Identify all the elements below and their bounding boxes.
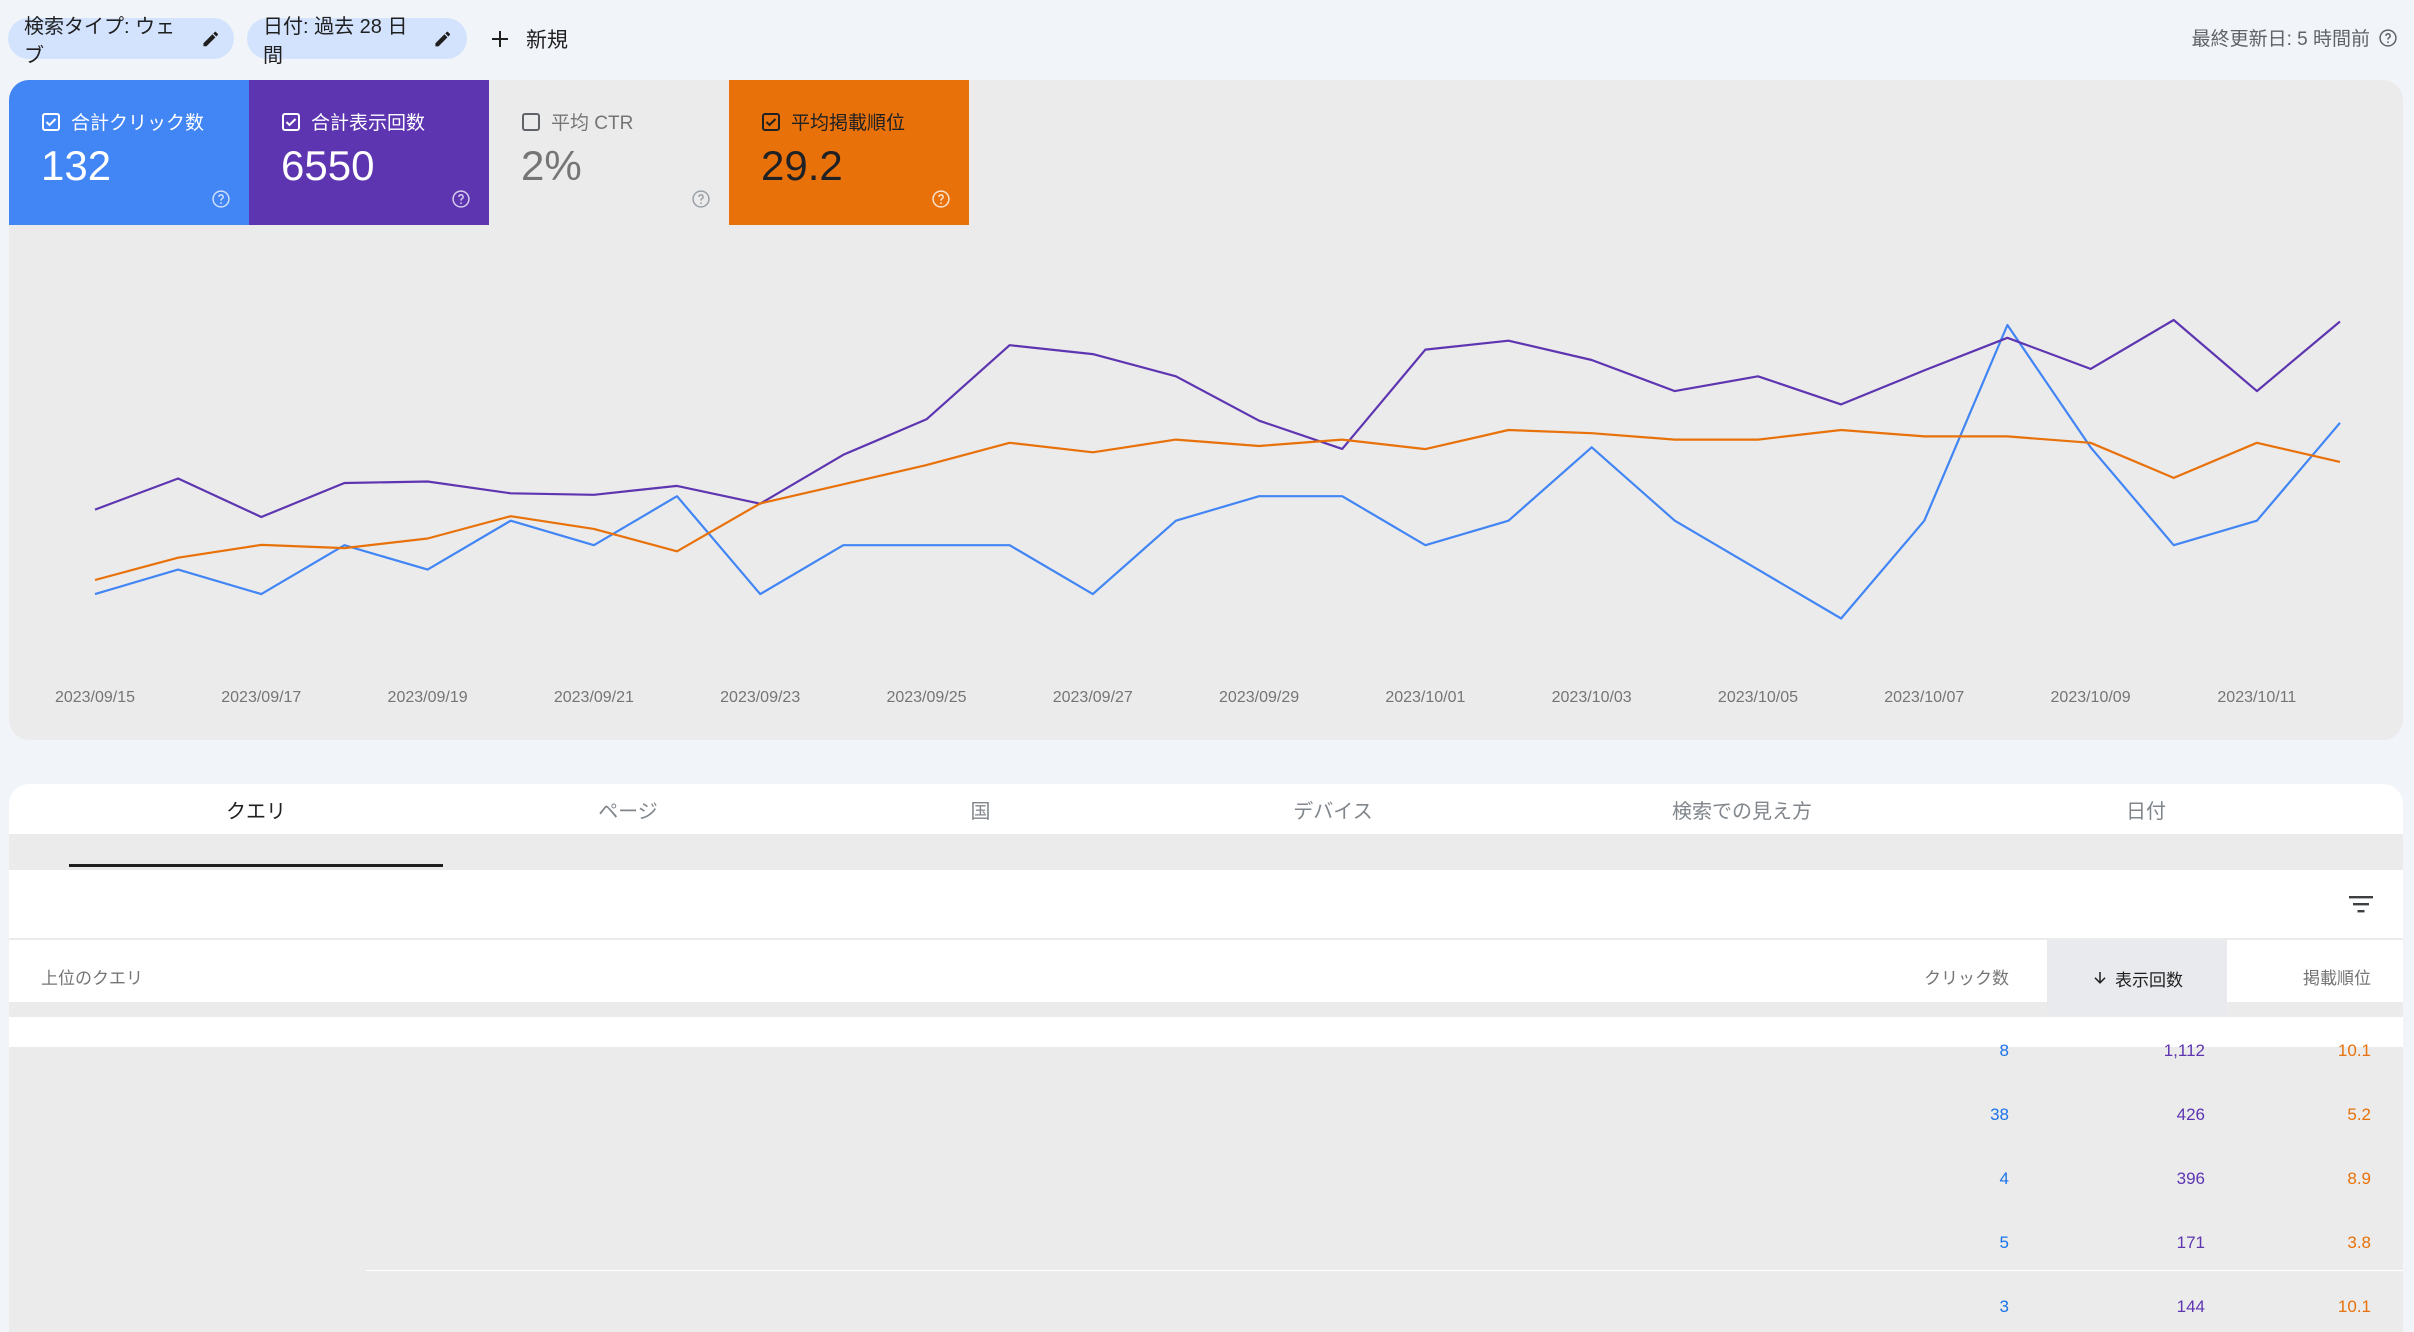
metric-tile-clicks[interactable]: 合計クリック数 132 <box>9 80 249 225</box>
metric-label: 平均掲載順位 <box>791 113 906 134</box>
column-header-position[interactable]: 掲載順位 <box>2303 969 2371 988</box>
help-icon[interactable] <box>451 189 471 209</box>
x-tick-label: 2023/09/29 <box>1219 689 1299 706</box>
tab-search-appearance[interactable]: 検索での見え方 <box>1672 800 1812 823</box>
checkbox-checked-icon[interactable] <box>761 112 781 132</box>
tab-devices[interactable]: デバイス <box>1293 800 1373 823</box>
help-icon[interactable] <box>2378 28 2398 48</box>
metric-value: 2% <box>521 142 582 189</box>
cell-position: 5.2 <box>2347 1105 2371 1124</box>
plus-icon <box>492 30 508 47</box>
metric-label: 合計クリック数 <box>71 113 205 134</box>
last-updated-text: 最終更新日: 5 時間前 <box>2191 29 2370 50</box>
dimension-tabs: クエリ ページ 国 デバイス 検索での見え方 日付 <box>9 784 2403 834</box>
metric-tile-clicks-header: 合計クリック数 <box>41 108 204 135</box>
table-row[interactable]: 5 171 3.8 <box>9 1209 2403 1273</box>
cell-position: 10.1 <box>2337 1297 2371 1316</box>
column-header-query[interactable]: 上位のクエリ <box>41 969 143 988</box>
filter-icon[interactable] <box>2347 892 2375 916</box>
edit-pencil-icon <box>202 31 218 46</box>
metric-value: 29.2 <box>761 142 843 189</box>
x-tick-label: 2023/10/01 <box>1385 689 1465 706</box>
x-tick-label: 2023/10/09 <box>2051 689 2131 706</box>
date-range-chip[interactable]: 日付: 過去 28 日間 <box>247 16 467 67</box>
last-updated: 最終更新日: 5 時間前 <box>2192 24 2398 51</box>
edit-pencil-icon <box>435 31 451 46</box>
add-filter-label: 新規 <box>526 28 568 52</box>
tab-pages[interactable]: ページ <box>598 800 658 823</box>
series-line-clicks <box>94 323 2341 620</box>
cell-impressions: 171 <box>2176 1233 2205 1252</box>
metric-tile-impressions-header: 合計表示回数 <box>281 108 425 135</box>
table-toolbar <box>9 870 2403 938</box>
checkbox-checked-icon[interactable] <box>281 112 301 132</box>
x-tick-label: 2023/09/17 <box>221 689 301 706</box>
table-row[interactable]: 8 1,112 10.1 <box>9 1017 2403 1081</box>
search-type-chip-label: 検索タイプ: ウェブ <box>24 15 176 67</box>
cell-impressions: 426 <box>2176 1105 2205 1124</box>
cell-clicks: 5 <box>1999 1233 2009 1252</box>
search-type-chip[interactable]: 検索タイプ: ウェブ <box>8 16 234 67</box>
metric-label: 平均 CTR <box>551 113 634 134</box>
help-icon[interactable] <box>691 189 711 209</box>
table-spacer <box>9 1017 2403 1047</box>
cell-clicks: 38 <box>1990 1105 2009 1124</box>
metric-tile-ctr[interactable]: 平均 CTR 2% <box>489 80 729 225</box>
x-tick-label: 2023/09/15 <box>55 689 135 706</box>
x-tick-label: 2023/10/03 <box>1552 689 1632 706</box>
metric-value: 6550 <box>281 142 375 189</box>
metric-value: 132 <box>41 142 112 189</box>
column-header-impressions-label: 表示回数 <box>2115 970 2183 990</box>
table-row[interactable]: 38 426 5.2 <box>9 1081 2403 1145</box>
series-line-position <box>94 428 2341 582</box>
row-divider <box>366 1270 2403 1271</box>
date-range-chip-label: 日付: 過去 28 日間 <box>263 15 408 67</box>
x-tick-label: 2023/09/23 <box>720 689 800 706</box>
cell-clicks: 8 <box>1999 1041 2009 1060</box>
cell-position: 10.1 <box>2337 1041 2371 1060</box>
cell-impressions: 1,112 <box>2163 1041 2205 1060</box>
column-header-impressions[interactable]: 表示回数 <box>2047 940 2227 1016</box>
tab-dates[interactable]: 日付 <box>2126 800 2166 823</box>
metric-tile-impressions[interactable]: 合計表示回数 6550 <box>249 80 489 225</box>
cell-clicks: 4 <box>1999 1169 2009 1188</box>
table-row[interactable]: 3 144 10.1 <box>9 1273 2403 1332</box>
add-filter-button[interactable]: 新規 <box>488 18 568 59</box>
cell-position: 3.8 <box>2347 1233 2371 1252</box>
cell-position: 8.9 <box>2347 1169 2371 1188</box>
performance-chart: 2023/09/15 2023/09/17 2023/09/19 2023/09/21… <box>55 318 2341 706</box>
x-tick-label: 2023/09/21 <box>554 689 634 706</box>
tab-countries[interactable]: 国 <box>970 800 991 823</box>
dimension-table-card: クエリ ページ 国 デバイス 検索での見え方 日付 上位のクエリ クリック数 表… <box>9 784 2403 1332</box>
x-tick-label: 2023/09/25 <box>886 689 966 706</box>
checkbox-checked-icon[interactable] <box>41 112 61 132</box>
filter-bar: 検索タイプ: ウェブ 日付: 過去 28 日間 新規 最終更新日: 5 時間前 <box>0 0 2414 74</box>
column-header-clicks[interactable]: クリック数 <box>1924 969 2009 988</box>
help-icon[interactable] <box>931 189 951 209</box>
tab-queries[interactable]: クエリ <box>226 800 286 823</box>
performance-chart-card: 2023/09/15 2023/09/17 2023/09/19 2023/09/21… <box>9 80 2403 740</box>
metric-label: 合計表示回数 <box>311 113 426 134</box>
table-header: 上位のクエリ クリック数 表示回数 掲載順位 <box>9 940 2403 1016</box>
series-line-impressions <box>94 318 2341 519</box>
metric-tile-position[interactable]: 平均掲載順位 29.2 <box>729 80 969 225</box>
checkbox-unchecked-icon[interactable] <box>521 112 541 132</box>
x-tick-label: 2023/09/27 <box>1053 689 1133 706</box>
cell-clicks: 3 <box>1999 1297 2009 1316</box>
arrow-down-icon <box>2094 972 2106 984</box>
table-row[interactable]: 4 396 8.9 <box>9 1145 2403 1209</box>
x-tick-label: 2023/10/05 <box>1718 689 1798 706</box>
cell-impressions: 144 <box>2176 1297 2205 1316</box>
help-icon[interactable] <box>211 189 231 209</box>
metric-tiles: 合計クリック数 132 合計表示回数 6550 平均 CTR 2% 平均掲載 <box>9 80 969 225</box>
cell-impressions: 396 <box>2176 1169 2205 1188</box>
x-tick-label: 2023/09/19 <box>388 689 468 706</box>
active-tab-indicator <box>69 864 443 867</box>
metric-tile-position-header: 平均掲載順位 <box>761 108 905 135</box>
x-tick-label: 2023/10/07 <box>1884 689 1964 706</box>
metric-tile-ctr-header: 平均 CTR <box>521 108 633 135</box>
x-tick-label: 2023/10/11 <box>2217 689 2296 706</box>
